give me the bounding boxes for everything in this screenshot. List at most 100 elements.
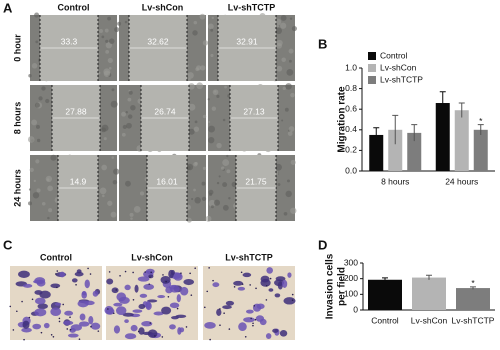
stained-cell [124, 284, 131, 291]
texture [45, 175, 53, 183]
pore [149, 322, 152, 324]
texture [48, 208, 53, 213]
pore [87, 267, 89, 270]
texture [275, 27, 282, 35]
stained-cell [161, 306, 172, 315]
texture [103, 68, 111, 76]
stained-cell [50, 307, 62, 317]
texture [110, 211, 117, 218]
texture [288, 59, 292, 63]
pore [115, 289, 118, 291]
stained-cell [67, 333, 79, 338]
pore [23, 338, 25, 341]
legend-swatch [368, 76, 376, 84]
texture [186, 163, 194, 171]
texture [99, 187, 107, 195]
pore [291, 299, 294, 302]
stained-cell [74, 271, 84, 277]
column-header: Lv-shCon [142, 2, 184, 12]
panel-label: C [3, 237, 13, 252]
texture [224, 85, 227, 89]
pore [62, 303, 64, 306]
texture [29, 167, 34, 173]
stained-cell [122, 312, 134, 317]
stained-cell [246, 309, 254, 314]
stained-cell [169, 324, 176, 330]
texture [193, 188, 196, 192]
pore [137, 330, 140, 333]
texture [202, 40, 209, 46]
texture [214, 90, 217, 93]
pore [206, 290, 209, 293]
pore [265, 299, 268, 301]
texture [128, 90, 133, 95]
stained-cell [71, 278, 78, 283]
stained-cell [37, 303, 48, 310]
pore [252, 324, 254, 327]
stained-cell [275, 276, 286, 282]
texture [31, 63, 38, 69]
texture [208, 189, 214, 195]
stained-cell [118, 296, 130, 304]
stained-cell [169, 302, 180, 309]
texture [103, 137, 107, 141]
bar [388, 129, 403, 171]
texture [222, 204, 229, 211]
texture [36, 138, 41, 143]
stained-cell [132, 309, 143, 313]
pore [112, 312, 115, 315]
pore [28, 316, 31, 319]
stained-cell [179, 327, 185, 333]
stained-cell [165, 286, 173, 294]
texture [213, 199, 221, 206]
pore [253, 304, 256, 307]
stained-cell [90, 322, 101, 330]
texture [287, 131, 293, 137]
stained-cell [84, 279, 90, 289]
texture [133, 205, 141, 213]
texture [210, 205, 214, 209]
stained-cell [39, 290, 51, 299]
y-axis-label: Invasion cells [325, 253, 336, 319]
stained-cell [176, 294, 181, 303]
row-header: 0 hour [12, 34, 22, 62]
texture [291, 25, 298, 32]
texture [222, 182, 228, 188]
texture [221, 166, 225, 170]
pore [228, 328, 231, 330]
pore [31, 298, 34, 301]
texture [276, 42, 282, 49]
column-header: Lv-shTCTP [228, 2, 276, 12]
column-header: Control [58, 2, 90, 12]
texture [194, 197, 201, 204]
texture [31, 119, 38, 126]
texture [97, 71, 101, 75]
stained-cell [259, 318, 267, 326]
stained-cell [22, 283, 33, 288]
texture [111, 156, 115, 159]
texture [35, 40, 39, 44]
stained-cell [64, 310, 74, 316]
texture [99, 29, 103, 33]
texture [276, 65, 283, 72]
bar [435, 103, 450, 171]
texture [200, 65, 206, 71]
texture [222, 159, 230, 167]
bar [368, 279, 402, 310]
texture [226, 169, 231, 174]
texture [121, 132, 126, 137]
texture [281, 57, 286, 63]
texture [28, 74, 32, 78]
pore [165, 280, 167, 283]
measurement: 32.91 [236, 36, 258, 46]
stained-cell [113, 302, 123, 307]
pore [12, 329, 15, 331]
legend-label: Lv-shTCTP [380, 74, 423, 84]
y-tick-label: 0.6 [345, 103, 357, 113]
texture [110, 100, 118, 108]
texture [32, 192, 40, 199]
texture [38, 96, 43, 101]
stained-cell [238, 322, 247, 331]
error-bar [470, 286, 476, 290]
